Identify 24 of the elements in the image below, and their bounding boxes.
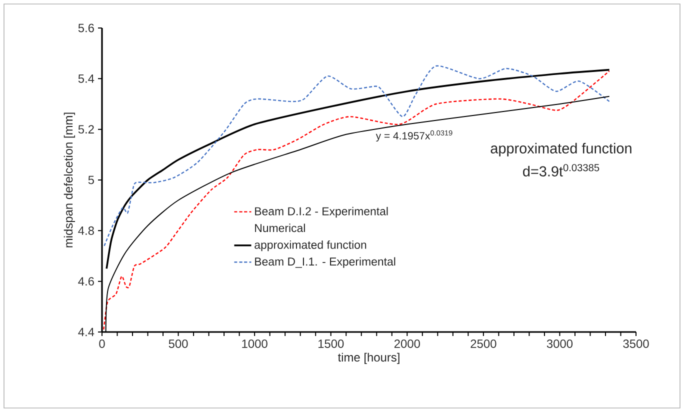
legend-label: Beam D.I.2 - Experimental [255, 206, 388, 218]
annotation: d=3.9t$^{0.03385}$ [523, 164, 600, 176]
y-axis-title: midspan defelcetion [mm] [64, 112, 76, 248]
text: Numerical [255, 224, 305, 232]
x-tick-label: 1000 [242, 340, 268, 348]
annotation: approximated function [490, 142, 632, 156]
y-tick-label: 4.6 [78, 277, 94, 286]
x-tick-label: 3500 [623, 340, 649, 348]
y-tick-label: 4.8 [78, 226, 94, 235]
x-tick-label: 1500 [318, 340, 344, 348]
x-axis-title: time [hours] [338, 352, 400, 364]
x-tick-label: 2000 [394, 340, 420, 348]
x-tick-label: 500 [168, 340, 188, 348]
annotation: y = 4.1957x$^{0.0319}$ [376, 130, 452, 142]
legend-label: approximated function [254, 240, 366, 252]
y-tick-label: 5.6 [78, 24, 94, 32]
x-tick-label: 2500 [470, 340, 496, 348]
x-tick-label: 3000 [546, 340, 573, 348]
y-tick-label: 5.2 [78, 125, 94, 134]
y-tick-label: 5.4 [78, 74, 94, 83]
x-tick-label: 0 [99, 340, 105, 348]
y-tick-label: 5 [88, 176, 94, 184]
legend-label: Beam D_I.1. - Experimental [255, 257, 396, 268]
y-tick-label: 4.4 [78, 328, 94, 336]
